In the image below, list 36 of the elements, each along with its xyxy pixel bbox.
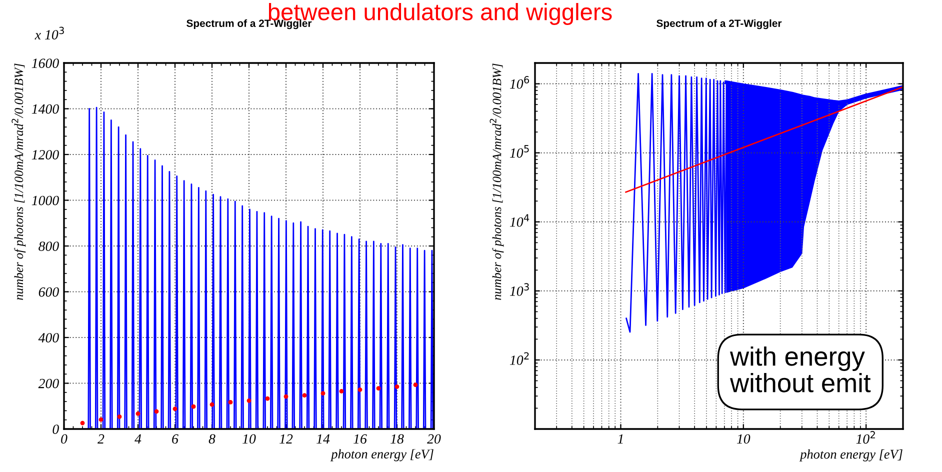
x-tick-label: 14 (316, 434, 330, 444)
y-axis-title: number of photons [1/100mA/mrad$^{2}$/0.001BW] (12, 64, 26, 300)
y-tick-label: 1400 (32, 104, 59, 114)
text: x 10$^{3}$ (34, 26, 64, 40)
x-tick-label: 4 (134, 434, 142, 444)
y-tick-label: 1600 (32, 58, 59, 68)
chart-title: Spectrum of a 2T-Wiggler (656, 19, 782, 30)
y-tick-label: 10$^{2}$ (510, 352, 529, 365)
x-tick-label: 10 (736, 434, 750, 444)
y-tick-label: 0 (52, 424, 59, 434)
x-tick-label: 1 (618, 434, 623, 444)
y-tick-label: 800 (38, 242, 59, 251)
y-tick-label: 600 (38, 287, 59, 297)
y-tick-label: 10$^{6}$ (510, 76, 530, 89)
y-tick-label: 10$^{4}$ (510, 214, 530, 227)
x-tick-label: 0 (61, 434, 68, 444)
x-tick-label: 20 (427, 434, 441, 444)
chart-title: Spectrum of a 2T-Wiggler (186, 19, 312, 30)
annotation: with energy without emit (730, 346, 871, 392)
y-tick-label: 10$^{3}$ (510, 283, 529, 296)
x-tick-label: 2 (98, 434, 104, 444)
x-tick-label: 12 (280, 434, 293, 444)
x-tick-label: 10$^{2}$ (856, 431, 875, 444)
x-tick-label: 18 (390, 434, 404, 444)
x-axis-title: photon energy [eV] (799, 449, 902, 462)
y-tick-label: 200 (38, 378, 59, 388)
y-tick-label: 400 (38, 333, 59, 342)
x-tick-label: 6 (172, 434, 178, 444)
y-tick-label: 1000 (32, 196, 59, 206)
x-axis-title: photon energy [eV] (330, 449, 434, 462)
x-tick-label: 16 (354, 434, 367, 444)
y-axis-title: number of photons [1/100mA/mrad$^{2}$/0.001BW] (490, 64, 504, 300)
y-tick-label: 10$^{5}$ (510, 145, 529, 158)
x-tick-label: 8 (208, 434, 216, 444)
x-tick-label: 10 (242, 434, 256, 444)
y-tick-label: 1200 (32, 150, 59, 160)
